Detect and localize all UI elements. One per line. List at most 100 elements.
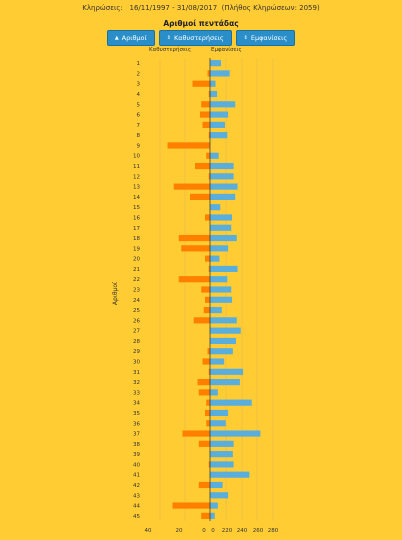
delay-bar xyxy=(208,265,210,273)
category-label: 4 xyxy=(137,92,141,98)
appearance-bar xyxy=(210,80,216,87)
delay-tick-label: 20 xyxy=(176,528,183,534)
delay-bar xyxy=(202,121,210,128)
chart-title: Αριθμοί πεντάδας xyxy=(163,19,239,28)
delay-bar xyxy=(178,276,210,283)
delay-bar xyxy=(201,101,210,108)
appearance-bar xyxy=(210,276,228,283)
appearance-bar xyxy=(210,389,218,396)
category-label: 30 xyxy=(133,360,140,366)
appearance-bar xyxy=(210,204,221,211)
category-label: 34 xyxy=(133,401,140,407)
delay-bar xyxy=(203,306,210,314)
category-label: 24 xyxy=(133,298,140,304)
category-label: 27 xyxy=(133,329,140,335)
appearance-tick-label: 240 xyxy=(237,528,248,534)
category-label: 9 xyxy=(137,143,141,149)
category-label: 7 xyxy=(137,123,141,129)
category-label: 2 xyxy=(137,71,141,77)
category-label: 13 xyxy=(133,185,140,191)
delay-bar xyxy=(208,173,210,180)
appearance-bar xyxy=(210,193,236,200)
category-label: 28 xyxy=(133,339,140,345)
category-label: 8 xyxy=(137,133,141,139)
appearance-bar xyxy=(210,101,236,108)
category-label: 11 xyxy=(133,164,140,170)
sort-by-delay-button[interactable]: ⇕ Καθυστερήσεις xyxy=(158,30,232,46)
category-label: 22 xyxy=(133,277,140,283)
appearance-bar xyxy=(210,430,261,437)
appearance-bar xyxy=(210,224,232,231)
appearance-bar xyxy=(210,152,219,159)
appearance-column-header: Εμφανίσεις xyxy=(211,47,242,53)
category-label: 41 xyxy=(133,473,140,479)
appearance-bar xyxy=(210,379,240,386)
category-label: 3 xyxy=(137,82,141,88)
delay-bar xyxy=(198,440,210,447)
category-label: 40 xyxy=(133,462,140,468)
category-label: 6 xyxy=(137,113,141,119)
delay-bar xyxy=(182,430,210,437)
draws-label: Κληρώσεις: xyxy=(82,4,123,12)
appearance-tick-label: 0 xyxy=(211,528,215,534)
category-label: 23 xyxy=(133,288,140,294)
appearance-bar xyxy=(210,173,234,180)
appearance-bar xyxy=(210,481,223,489)
category-label: 12 xyxy=(133,174,140,180)
category-label: 45 xyxy=(133,514,140,520)
sort-by-delay-label: Καθυστερήσεις xyxy=(173,34,224,42)
appearance-tick-label: 220 xyxy=(222,528,233,534)
appearance-bar xyxy=(210,471,250,478)
sort-button-row: ▲ Αριθμοί ⇕ Καθυστερήσεις ⇕ Εμφανίσεις xyxy=(0,30,402,46)
delay-bar xyxy=(200,111,210,118)
category-label: 42 xyxy=(133,483,140,489)
category-label: 36 xyxy=(133,421,140,427)
category-label: 18 xyxy=(133,236,140,242)
appearance-bar xyxy=(210,306,222,314)
appearance-bar xyxy=(210,348,233,355)
appearance-bar xyxy=(210,317,237,324)
delay-tick-label: 40 xyxy=(145,528,152,534)
draws-count: (Πλήθος Κληρώσεων: 2059) xyxy=(221,4,320,12)
sort-by-appearance-button[interactable]: ⇕ Εμφανίσεις xyxy=(235,30,296,46)
appearance-bar xyxy=(210,132,228,139)
draws-range: 16/11/1997 - 31/08/2017 xyxy=(129,4,218,12)
category-label: 25 xyxy=(133,308,140,314)
delay-bar xyxy=(201,286,210,293)
delay-bar xyxy=(173,183,210,190)
appearance-tick-label: 260 xyxy=(253,528,264,534)
sort-by-number-button[interactable]: ▲ Αριθμοί xyxy=(106,30,155,46)
category-label: 35 xyxy=(133,411,140,417)
category-label: 16 xyxy=(133,215,140,221)
delay-bar xyxy=(208,368,210,375)
delay-bar xyxy=(190,193,210,200)
category-label: 31 xyxy=(133,370,140,376)
category-label: 21 xyxy=(133,267,140,273)
category-label: 17 xyxy=(133,226,140,232)
appearance-bar xyxy=(210,265,238,273)
appearance-bar xyxy=(210,70,230,77)
delay-bar xyxy=(205,409,210,417)
category-label: 19 xyxy=(133,246,140,252)
category-label: 43 xyxy=(133,493,140,499)
appearance-bar xyxy=(210,358,225,365)
delay-bar xyxy=(181,245,210,252)
delay-column-header: Καθυστερήσεις xyxy=(149,47,192,53)
delay-bar xyxy=(205,255,210,262)
appearance-bar xyxy=(210,409,229,417)
delay-bar xyxy=(178,234,210,242)
category-label: 26 xyxy=(133,318,140,324)
delay-bar xyxy=(208,90,210,98)
sort-icon: ⇕ xyxy=(166,35,171,41)
delay-bar xyxy=(208,132,210,139)
appearance-bar xyxy=(210,255,220,262)
appearance-bar xyxy=(210,121,225,128)
appearance-bar xyxy=(210,90,218,98)
delay-bar xyxy=(206,420,210,427)
appearance-bar xyxy=(210,183,238,190)
appearance-bar xyxy=(210,492,229,499)
delay-bar xyxy=(202,358,210,365)
appearance-bar xyxy=(210,461,234,468)
delay-tick-label: 0 xyxy=(202,528,206,534)
delay-bar xyxy=(206,399,210,406)
